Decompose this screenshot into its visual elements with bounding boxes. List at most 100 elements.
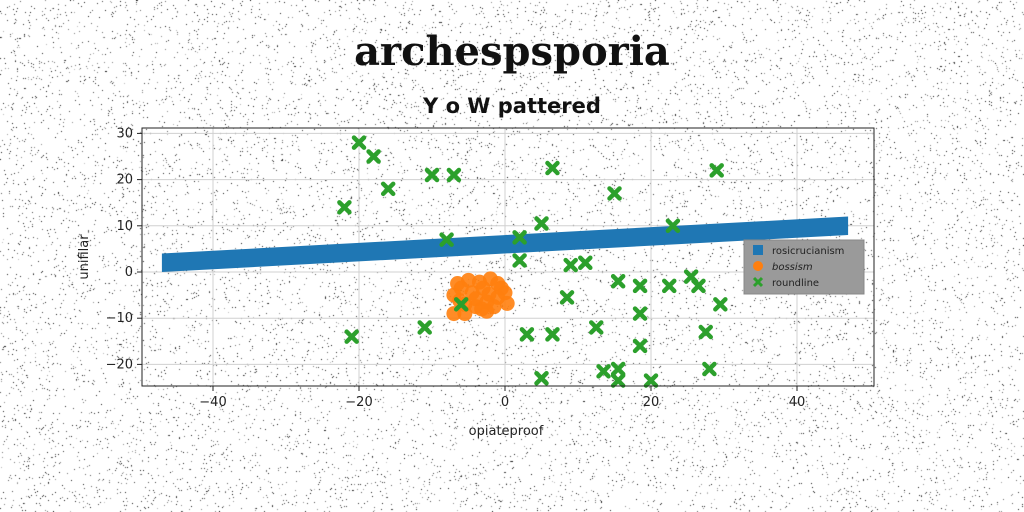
- x-marker-stroke: [453, 297, 469, 312]
- x-marker-point: [351, 135, 367, 150]
- y-tick-label: −20: [106, 357, 133, 372]
- x-marker-point: [709, 163, 724, 178]
- x-marker-stroke: [632, 306, 648, 321]
- x-marker-stroke: [709, 163, 724, 178]
- x-marker-stroke: [519, 327, 535, 342]
- main-title: archespsporia: [354, 28, 670, 75]
- x-marker-stroke: [366, 149, 381, 164]
- x-marker-stroke: [417, 320, 432, 335]
- x-marker-point: [578, 255, 593, 271]
- x-marker-stroke: [351, 135, 367, 150]
- x-marker-point: [607, 186, 622, 201]
- x-marker-point: [713, 297, 728, 312]
- x-marker-stroke: [589, 320, 604, 335]
- legend-label: rosicrucianism: [772, 246, 844, 257]
- x-marker-point: [563, 257, 578, 273]
- x-marker-point: [559, 290, 575, 305]
- legend-label: bossism: [772, 262, 813, 273]
- x-tick-label: −20: [345, 395, 372, 410]
- x-marker-point: [702, 361, 717, 377]
- x-marker-point: [424, 167, 440, 183]
- x-marker-stroke: [578, 255, 593, 271]
- x-marker-stroke: [698, 324, 713, 340]
- x-marker-stroke: [446, 167, 462, 183]
- x-marker-point: [589, 320, 604, 335]
- x-marker-stroke: [337, 200, 352, 215]
- x-marker-stroke: [632, 278, 648, 294]
- x-marker-point: [512, 230, 527, 245]
- x-marker-stroke: [512, 253, 527, 268]
- x-marker-point: [453, 297, 469, 312]
- x-tick-label: 40: [789, 395, 806, 410]
- x-marker-stroke: [545, 160, 560, 176]
- x-marker-point: [534, 371, 549, 386]
- x-marker-point: [380, 181, 396, 197]
- x-marker-stroke: [643, 373, 659, 388]
- x-marker-stroke: [563, 257, 578, 273]
- x-marker-stroke: [545, 327, 560, 342]
- x-marker-point: [519, 327, 535, 342]
- x-marker-point: [534, 216, 549, 231]
- x-marker-stroke: [439, 232, 454, 247]
- x-marker-stroke: [662, 278, 677, 294]
- point-series: [337, 135, 728, 388]
- x-marker-point: [632, 306, 648, 321]
- x-marker-point: [545, 327, 560, 342]
- x-marker-point: [344, 329, 359, 344]
- x-marker-stroke: [607, 186, 622, 201]
- x-marker-stroke: [610, 361, 626, 377]
- y-tick-label: 30: [116, 126, 133, 141]
- y-tick-label: 0: [125, 265, 133, 280]
- x-marker-stroke: [344, 329, 359, 344]
- x-marker-stroke: [610, 273, 626, 289]
- chart-subtitle: Y o W pattered: [423, 94, 601, 118]
- legend-swatch: [753, 245, 763, 255]
- x-marker-stroke: [534, 216, 549, 231]
- legend: rosicrucianism bossism roundline: [743, 239, 865, 295]
- x-marker-stroke: [534, 371, 549, 386]
- x-tick-label: 20: [643, 395, 660, 410]
- circle-marker-point: [490, 276, 506, 292]
- x-marker-point: [643, 373, 659, 388]
- y-tick-label: 20: [116, 173, 133, 188]
- x-marker-stroke: [380, 181, 396, 197]
- x-marker-stroke: [691, 278, 706, 294]
- x-marker-point: [610, 361, 626, 377]
- x-marker-point: [698, 324, 713, 340]
- x-marker-point: [632, 278, 648, 294]
- x-marker-point: [366, 149, 381, 164]
- y-axis-label: unifilar: [77, 234, 92, 280]
- x-marker-point: [610, 373, 626, 388]
- x-marker-stroke: [713, 297, 728, 312]
- x-marker-point: [662, 278, 677, 294]
- plot-frame: [141, 127, 875, 387]
- x-marker-point: [439, 232, 454, 247]
- x-marker-point: [665, 218, 681, 234]
- y-tick-label: −10: [106, 311, 133, 326]
- x-marker-stroke: [610, 373, 626, 388]
- x-marker-stroke: [632, 338, 648, 354]
- legend-swatch: [753, 261, 763, 271]
- x-axis-label: opiateproof: [469, 424, 544, 439]
- x-marker-point: [337, 200, 352, 215]
- circle-marker-point: [481, 286, 497, 302]
- x-marker-point: [417, 320, 432, 335]
- x-marker-stroke: [559, 290, 575, 305]
- x-tick-label: 0: [501, 395, 509, 410]
- legend-swatch: [752, 276, 764, 288]
- circle-marker-point: [499, 295, 515, 311]
- circle-marker-point: [474, 301, 490, 317]
- x-marker-stroke: [596, 364, 611, 379]
- legend-box: [743, 239, 865, 295]
- y-tick-label: 10: [116, 219, 133, 234]
- x-marker-stroke: [512, 230, 527, 245]
- x-marker-stroke: [665, 218, 681, 234]
- x-marker-point: [691, 278, 706, 294]
- legend-label: roundline: [772, 278, 819, 289]
- x-marker-point: [545, 160, 560, 176]
- x-marker-stroke: [424, 167, 440, 183]
- x-tick-label: −40: [199, 395, 226, 410]
- axis-ticks: −40 −20 0 20 40 30 20 10 0 −10 −20: [106, 126, 806, 410]
- x-marker-point: [512, 253, 527, 268]
